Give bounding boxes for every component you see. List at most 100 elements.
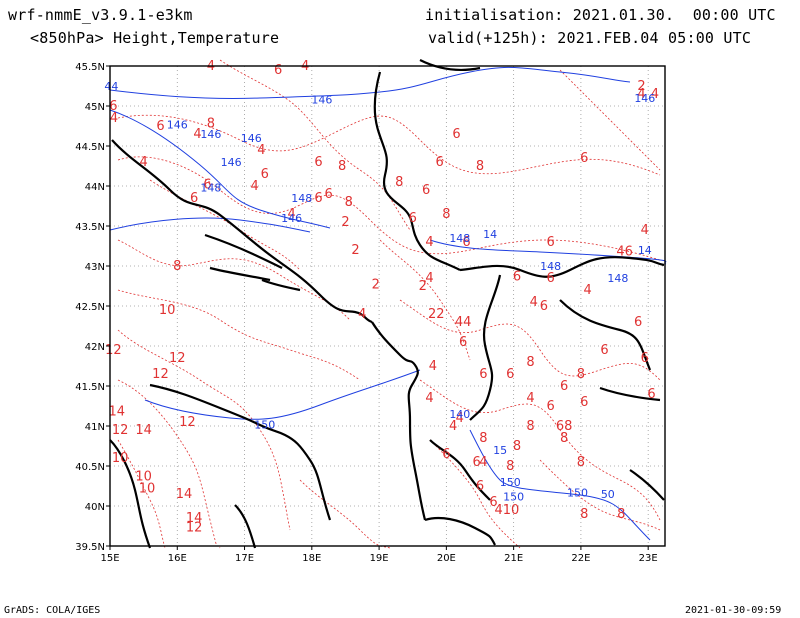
coastline-borders xyxy=(109,59,665,549)
temperature-label: 4 xyxy=(425,391,433,406)
lat-tick-label: 42.5N xyxy=(75,302,105,313)
temperature-label: 2 xyxy=(419,279,427,294)
temperature-label: 4 xyxy=(358,307,366,322)
temperature-label: 2 xyxy=(372,277,380,292)
temperature-label: 14 xyxy=(186,511,203,526)
temperature-label: 6 xyxy=(409,211,417,226)
init-time: initialisation: 2021.01.30. 00:00 UTC xyxy=(425,6,776,24)
lat-tick-label: 45N xyxy=(85,102,105,113)
height-label: 146 xyxy=(634,92,655,105)
temperature-label: 4 xyxy=(425,235,433,250)
temperature-label: 6 xyxy=(109,99,117,114)
temperature-label: 6 xyxy=(190,191,198,206)
lat-tick-label: 40.5N xyxy=(75,462,105,473)
temperature-label: 12 xyxy=(152,367,169,382)
temperature-label: 8 xyxy=(577,367,585,382)
lon-tick-label: 23E xyxy=(639,553,658,564)
temperature-label: 6 xyxy=(462,235,470,250)
lat-tick-label: 44.5N xyxy=(75,142,105,153)
height-label: 148 xyxy=(607,272,628,285)
temperature-label: 22 xyxy=(428,307,445,322)
temperature-label: 46 xyxy=(616,245,633,260)
temperature-label: 8 xyxy=(506,459,514,474)
temperature-label: 12 xyxy=(179,415,196,430)
temperature-label: 14 xyxy=(176,487,193,502)
height-label: 150 xyxy=(503,490,524,503)
height-label: 140 xyxy=(449,408,470,421)
height-label: 14 xyxy=(638,244,652,257)
height-label: 15 xyxy=(493,444,507,457)
lon-tick-label: 19E xyxy=(370,553,389,564)
temperature-label: 8 xyxy=(442,207,450,222)
temperature-label: 6 xyxy=(422,183,430,198)
temperature-label: 6 xyxy=(324,187,332,202)
temperature-label: 10 xyxy=(112,451,129,466)
height-label: 148 xyxy=(291,192,312,205)
temperature-label: 8 xyxy=(526,355,534,370)
height-label: 148 xyxy=(200,182,221,195)
temperature-label: 10 xyxy=(135,469,152,484)
temperature-label: 410 xyxy=(494,503,519,518)
height-label: 150 xyxy=(567,486,588,499)
temperature-label: 6 xyxy=(641,351,649,366)
temperature-label: 4 xyxy=(429,359,437,374)
temperature-label: 2 xyxy=(637,79,645,94)
temperature-label: 4 xyxy=(449,419,457,434)
temperature-label: 6 xyxy=(634,315,642,330)
temperature-label: 4 xyxy=(287,207,295,222)
temperature-label: 6 xyxy=(274,63,282,78)
lon-tick-label: 17E xyxy=(235,553,254,564)
temperature-label: 4 xyxy=(479,455,487,470)
temperature-label: 6 xyxy=(580,395,588,410)
latitude-ticks: 45.5N 45N 44.5N 44N 43.5N 43N 42.5N 42N 41.5N 41N… xyxy=(75,62,110,553)
height-label: 148 xyxy=(449,232,470,245)
temperature-label: 6 xyxy=(546,235,554,250)
temperature-label: 44 xyxy=(455,315,472,330)
lat-tick-label: 43N xyxy=(85,262,105,273)
height-label: 50 xyxy=(601,488,615,501)
temperature-label: 8 xyxy=(580,507,588,522)
lat-tick-label: 42N xyxy=(85,342,105,353)
temperature-label: 2 xyxy=(341,215,349,230)
grads-credit: GrADS: COLA/IGES xyxy=(4,605,101,616)
temperature-label: 8 xyxy=(345,195,353,210)
temperature-label: 8 xyxy=(395,175,403,190)
height-label: 146 xyxy=(221,156,242,169)
temperature-label: 4 xyxy=(250,179,258,194)
temperature-label: 4 xyxy=(637,87,645,102)
temperature-label: 6 xyxy=(435,155,443,170)
longitude-ticks: 15E 16E 17E 18E 19E 20E 21E 22E 23E xyxy=(100,546,658,564)
temperature-label: 4 xyxy=(139,155,147,170)
height-label: 146 xyxy=(167,118,188,131)
height-label: 150 xyxy=(500,476,521,489)
height-label: 44 xyxy=(104,80,118,93)
geopotential-height-contours xyxy=(109,66,667,541)
height-label: 146 xyxy=(281,212,302,225)
lon-tick-label: 21E xyxy=(504,553,523,564)
temperature-label: 8 xyxy=(476,159,484,174)
lat-tick-label: 45.5N xyxy=(75,62,105,73)
temperature-label: 4 xyxy=(651,87,659,102)
temperature-label: 6 xyxy=(472,455,480,470)
temperature-label: 6 xyxy=(560,379,568,394)
temperature-label: 4 xyxy=(456,411,464,426)
temperature-label: 4 xyxy=(193,127,201,142)
lat-tick-label: 43.5N xyxy=(75,222,105,233)
temperature-label: 68 xyxy=(556,419,573,434)
height-label: 148 xyxy=(540,260,561,273)
temperature-label: 6 xyxy=(580,151,588,166)
temperature-label: 8 xyxy=(338,159,346,174)
temperature-label: 6 xyxy=(546,399,554,414)
render-timestamp: 2021-01-30-09:59 xyxy=(685,605,782,616)
temperature-label: 12 xyxy=(112,423,129,438)
temperature-label: 12 xyxy=(105,343,122,358)
temperature-label: 6 xyxy=(647,387,655,402)
lon-tick-label: 16E xyxy=(168,553,187,564)
model-label: wrf-nmmE_v3.9.1-e3km xyxy=(8,6,193,24)
lat-tick-label: 44N xyxy=(85,182,105,193)
temperature-label: 6 xyxy=(489,495,497,510)
temperature-label: 10 xyxy=(139,481,156,496)
lon-tick-label: 22E xyxy=(571,553,590,564)
temperature-label: 6 xyxy=(540,299,548,314)
